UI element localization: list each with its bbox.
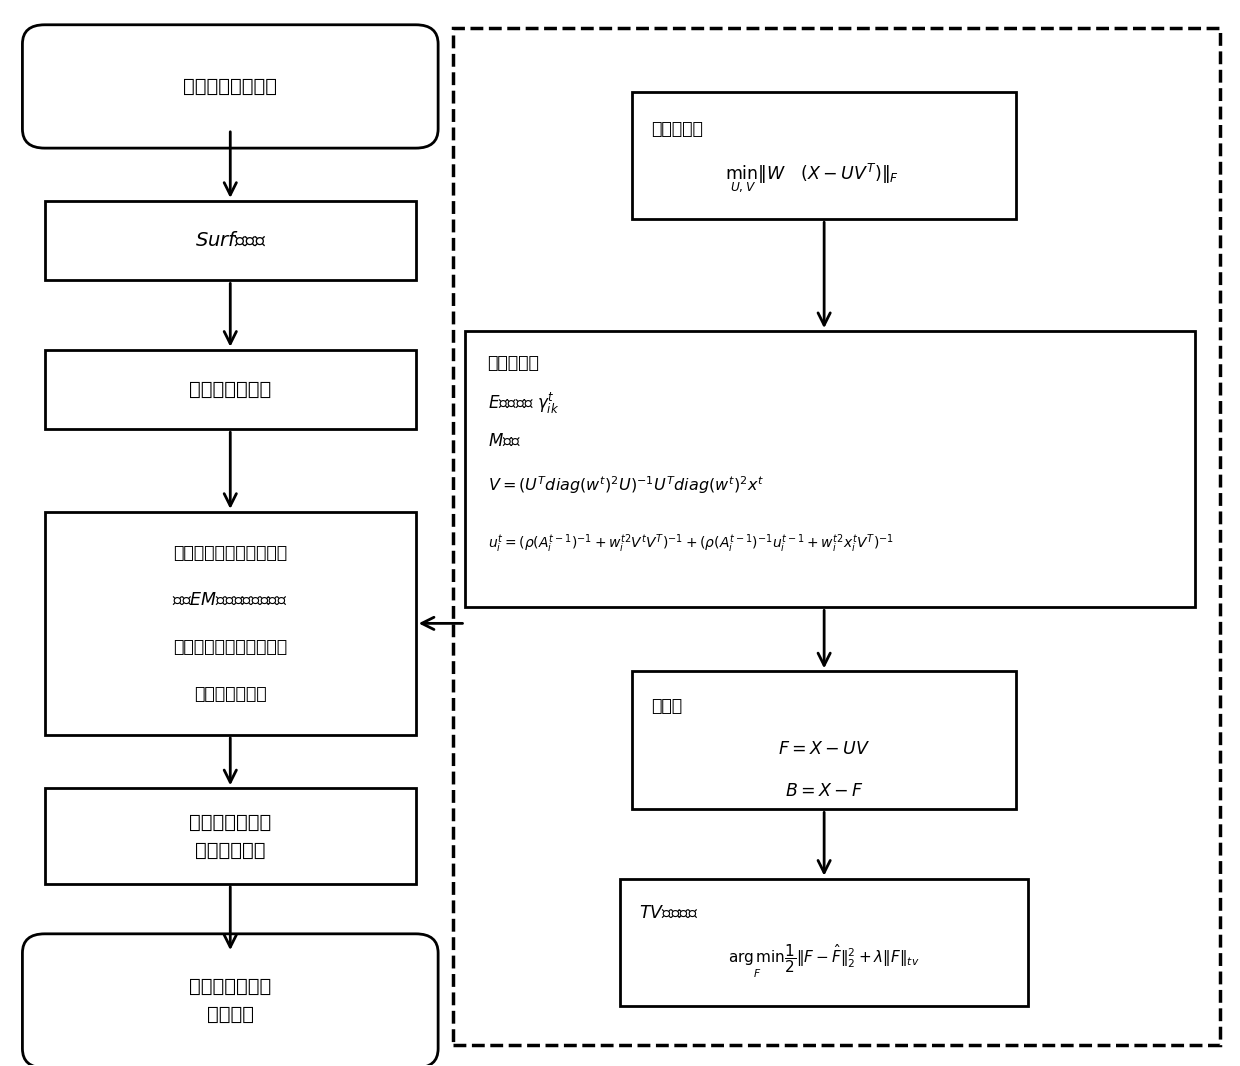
Text: 得到：: 得到： [651,697,682,715]
FancyBboxPatch shape [22,25,438,148]
Text: 景部分进行分离: 景部分进行分离 [193,684,267,702]
Text: $\underset{F}{\arg\min}\dfrac{1}{2}\|F-\hat{F}\|_2^2+\lambda\|F\|_{tv}$: $\underset{F}{\arg\min}\dfrac{1}{2}\|F-\… [728,943,920,980]
Text: $V=(U^T\mathit{diag}(w^t)^2U)^{-1}U^T\mathit{diag}(w^t)^2x^t$: $V=(U^T\mathit{diag}(w^t)^2U)^{-1}U^T\ma… [487,474,764,496]
Text: 建立矩阵分解目标函数，: 建立矩阵分解目标函数， [174,545,288,562]
FancyBboxPatch shape [22,934,438,1066]
Text: 透射逆变换重构
视频图像序列: 透射逆变换重构 视频图像序列 [190,812,272,859]
Bar [453,28,1220,1046]
Text: $\mathit{TV}$范数修正: $\mathit{TV}$范数修正 [639,904,698,922]
Bar [632,92,1016,220]
Text: 目标函数：: 目标函数： [651,120,703,138]
Bar [620,878,1028,1006]
Text: $\underset{U,V}{\min}\|W\quad(X-UV^T)\|_F$: $\underset{U,V}{\min}\|W\quad(X-UV^T)\|_… [724,162,899,195]
Text: 更新策略：: 更新策略： [487,354,539,372]
Text: $M$步：: $M$步： [487,432,521,450]
Text: $\mathit{Surf}$点匹配: $\mathit{Surf}$点匹配 [195,231,265,251]
Text: 与稀疏部分，将前景与背: 与稀疏部分，将前景与背 [174,637,288,656]
Text: 匹配点透射变换: 匹配点透射变换 [190,379,272,399]
Bar [632,672,1016,809]
Text: $u_i^t=(\rho(A_i^{t-1})^{-1}+w_i^{t2}V^tV^{T})^{-1}+(\rho(A_i^{t-1})^{-1}u_i^{t-: $u_i^t=(\rho(A_i^{t-1})^{-1}+w_i^{t2}V^t… [487,532,894,555]
Text: $E$步：更新 $\gamma_{ik}^t$: $E$步：更新 $\gamma_{ik}^t$ [487,391,559,416]
Text: 输入视频图像序列: 输入视频图像序列 [184,77,278,96]
Bar [45,512,415,736]
Bar [45,350,415,430]
Text: 输入前景与背景
图像序列: 输入前景与背景 图像序列 [190,978,272,1024]
Text: $B=X-F$: $B=X-F$ [785,782,863,801]
Bar [465,330,1195,608]
Text: $F=X-UV$: $F=X-UV$ [777,740,870,758]
Text: 并用$\mathit{EM}$算法求得低秩部分: 并用$\mathit{EM}$算法求得低秩部分 [172,591,288,609]
Bar [45,200,415,280]
Bar [45,788,415,884]
